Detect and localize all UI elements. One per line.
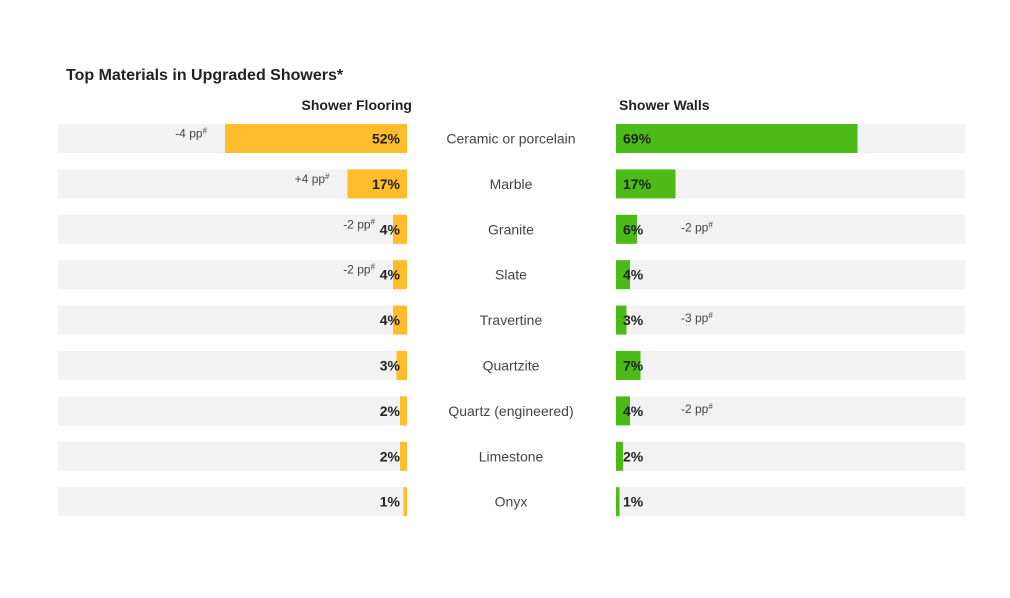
change-marker: # [708,220,713,229]
walls-track-onyx [616,487,965,517]
walls-bar-travertine [616,305,627,335]
walls-value-label: 69% [623,131,652,147]
flooring-change-value: -4 pp [175,127,203,141]
change-marker: # [325,172,330,181]
change-marker: # [371,217,376,226]
chart-rows: 52% 69%Ceramic or porcelain-4 pp#17% 17%Ma… [58,124,965,517]
flooring-bar-ceramic-or-porcelain [225,124,407,153]
flooring-track-slate [58,260,407,290]
series-header-shower-flooring: Shower Flooring [302,97,412,113]
walls-bar-onyx [616,487,620,517]
flooring-track-onyx [58,487,407,517]
series-header-shower-walls: Shower Walls [619,97,710,113]
flooring-bar-quartzite [396,351,407,380]
walls-track-quartz-engineered [616,396,965,426]
walls-bar-granite [616,214,637,244]
walls-track-slate [616,260,965,290]
flooring-bar-quartz-engineered [400,396,407,426]
flooring-track-granite [58,214,407,244]
walls-bar-marble [616,169,676,199]
walls-track-limestone [616,441,965,471]
walls-change-value: -2 pp [681,402,709,416]
walls-bar-limestone [616,441,623,471]
walls-bar-slate [616,260,630,290]
walls-change-value: -3 pp [681,311,709,325]
flooring-track-quartzite [58,351,407,380]
flooring-change-annotation: -4 pp# [175,127,207,141]
walls-change-annotation: -3 pp# [681,311,713,325]
flooring-value-label: 2% [380,403,401,419]
flooring-change-value: -2 pp [343,263,371,277]
category-label: Marble [490,176,533,192]
flooring-change-annotation: -2 pp# [343,263,375,277]
walls-value-label: 6% [623,221,644,237]
flooring-bar-granite [393,214,407,244]
change-marker: # [708,402,713,411]
walls-change-annotation: -2 pp# [681,402,713,416]
category-label: Travertine [480,312,543,328]
category-label: Ceramic or porcelain [446,131,575,147]
flooring-bar-onyx [403,487,407,517]
walls-change-annotation: -2 pp# [681,220,713,234]
flooring-value-label: 17% [372,176,401,192]
flooring-value-label: 4% [380,267,401,283]
chart-title: Top Materials in Upgraded Showers* [66,67,344,84]
flooring-value-label: 4% [380,312,401,328]
flooring-bar-slate [393,260,407,290]
flooring-change-annotation: -2 pp# [343,217,375,231]
change-marker: # [708,311,713,320]
flooring-value-label: 4% [380,221,401,237]
walls-bar-quartz-engineered [616,396,630,426]
walls-bar-quartzite [616,351,641,380]
flooring-value-label: 1% [380,494,401,510]
change-marker: # [203,127,208,136]
walls-value-label: 4% [623,403,644,419]
walls-value-label: 1% [623,494,644,510]
flooring-change-value: -2 pp [343,217,371,231]
flooring-track-limestone [58,441,407,471]
category-label: Limestone [479,448,544,464]
category-label: Quartz (engineered) [448,403,573,419]
category-label: Quartzite [483,358,540,374]
flooring-change-annotation: +4 pp# [295,172,330,186]
flooring-value-label: 2% [380,448,401,464]
walls-track-granite [616,214,965,244]
flooring-track-quartz-engineered [58,396,407,426]
change-marker: # [371,263,376,272]
walls-bar-ceramic-or-porcelain [616,124,858,153]
walls-change-value: -2 pp [681,220,709,234]
flooring-bar-travertine [393,305,407,335]
category-label: Slate [495,267,527,283]
walls-value-label: 3% [623,312,644,328]
flooring-bar-marble [347,169,407,199]
flooring-value-label: 3% [380,358,401,374]
flooring-bar-limestone [400,441,407,471]
flooring-track-travertine [58,305,407,335]
walls-track-quartzite [616,351,965,380]
walls-value-label: 17% [623,176,652,192]
walls-value-label: 7% [623,358,644,374]
walls-value-label: 2% [623,448,644,464]
flooring-change-value: +4 pp [295,172,326,186]
category-label: Granite [488,221,534,237]
walls-track-travertine [616,305,965,335]
category-label: Onyx [495,494,528,510]
walls-value-label: 4% [623,267,644,283]
flooring-value-label: 52% [372,131,401,147]
